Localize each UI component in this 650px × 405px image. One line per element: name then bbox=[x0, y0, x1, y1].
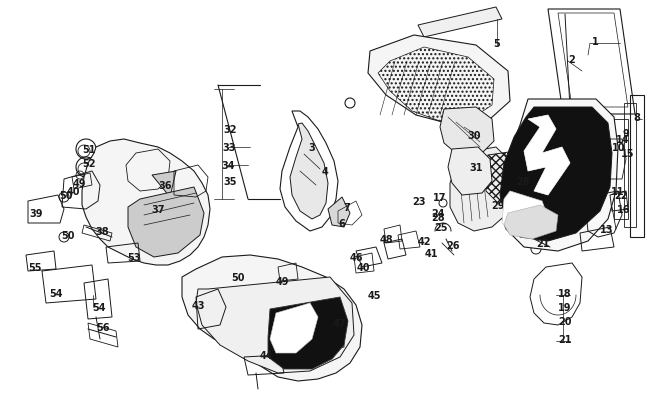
Text: 8: 8 bbox=[634, 113, 640, 123]
Text: 35: 35 bbox=[223, 177, 237, 187]
Text: 6: 6 bbox=[339, 218, 345, 228]
Text: 19: 19 bbox=[558, 302, 572, 312]
Text: 16: 16 bbox=[618, 205, 630, 215]
Text: 44: 44 bbox=[259, 350, 273, 360]
Text: 18: 18 bbox=[558, 288, 572, 298]
Text: 27: 27 bbox=[525, 228, 538, 239]
Text: 21: 21 bbox=[536, 239, 550, 248]
Text: 10: 10 bbox=[612, 143, 626, 153]
Text: 24: 24 bbox=[431, 209, 445, 218]
Text: 26: 26 bbox=[447, 241, 460, 250]
Text: 51: 51 bbox=[83, 145, 96, 155]
Text: 49: 49 bbox=[275, 276, 289, 286]
Text: 28: 28 bbox=[431, 213, 445, 222]
Polygon shape bbox=[440, 108, 494, 156]
Polygon shape bbox=[328, 198, 350, 228]
Text: 47: 47 bbox=[332, 318, 346, 328]
Text: 46: 46 bbox=[349, 252, 363, 262]
Text: 1: 1 bbox=[592, 37, 599, 47]
Text: 38: 38 bbox=[270, 342, 284, 352]
Text: 40: 40 bbox=[66, 187, 80, 196]
Text: 43: 43 bbox=[191, 300, 205, 310]
Text: 37: 37 bbox=[151, 205, 164, 215]
Text: 23: 23 bbox=[412, 196, 426, 207]
Polygon shape bbox=[524, 116, 570, 196]
Polygon shape bbox=[368, 36, 510, 126]
Text: 42: 42 bbox=[417, 237, 431, 246]
Text: 17: 17 bbox=[434, 192, 447, 202]
Text: 48: 48 bbox=[379, 234, 393, 244]
Text: 50: 50 bbox=[231, 272, 245, 282]
Text: 22: 22 bbox=[614, 190, 628, 200]
Polygon shape bbox=[418, 8, 502, 38]
Polygon shape bbox=[500, 108, 612, 241]
Text: 7: 7 bbox=[344, 202, 350, 213]
Text: 29: 29 bbox=[491, 200, 505, 211]
Text: 52: 52 bbox=[83, 159, 96, 168]
Text: 50: 50 bbox=[61, 230, 75, 241]
Polygon shape bbox=[82, 140, 210, 265]
Text: 30: 30 bbox=[467, 131, 481, 141]
Text: 3: 3 bbox=[309, 143, 315, 153]
Polygon shape bbox=[498, 100, 618, 252]
Polygon shape bbox=[290, 124, 328, 220]
Polygon shape bbox=[502, 192, 548, 233]
Text: 53: 53 bbox=[127, 252, 141, 262]
Text: 49: 49 bbox=[72, 179, 86, 189]
Polygon shape bbox=[152, 172, 176, 198]
Text: 20: 20 bbox=[558, 316, 572, 326]
Text: 56: 56 bbox=[96, 322, 110, 332]
Text: 40: 40 bbox=[356, 262, 370, 272]
Polygon shape bbox=[128, 188, 204, 257]
Text: 36: 36 bbox=[158, 181, 172, 190]
Text: 50: 50 bbox=[59, 190, 73, 200]
Text: 41: 41 bbox=[424, 248, 437, 258]
Text: 2: 2 bbox=[569, 55, 575, 65]
Text: 21: 21 bbox=[558, 334, 572, 344]
Text: 54: 54 bbox=[92, 302, 106, 312]
Text: 25: 25 bbox=[434, 222, 448, 232]
Text: 9: 9 bbox=[623, 129, 629, 139]
Text: 14: 14 bbox=[616, 135, 630, 145]
Polygon shape bbox=[450, 148, 514, 231]
Polygon shape bbox=[270, 303, 318, 353]
Text: 13: 13 bbox=[600, 224, 614, 234]
Text: 5: 5 bbox=[493, 39, 501, 49]
Text: 31: 31 bbox=[469, 162, 483, 173]
Text: 54: 54 bbox=[49, 288, 63, 298]
Text: 11: 11 bbox=[611, 187, 625, 196]
Polygon shape bbox=[182, 256, 362, 381]
Text: 32: 32 bbox=[223, 125, 237, 135]
Text: 33: 33 bbox=[222, 143, 236, 153]
Polygon shape bbox=[448, 148, 492, 196]
Text: 38: 38 bbox=[95, 226, 109, 237]
Text: 45: 45 bbox=[367, 290, 381, 300]
Text: 39: 39 bbox=[29, 209, 43, 218]
Polygon shape bbox=[196, 277, 354, 373]
Text: 55: 55 bbox=[28, 262, 42, 272]
Text: 4: 4 bbox=[322, 166, 328, 177]
Polygon shape bbox=[268, 297, 348, 369]
Polygon shape bbox=[504, 205, 558, 239]
Text: 34: 34 bbox=[221, 161, 235, 171]
Text: 28: 28 bbox=[516, 177, 530, 187]
Text: 15: 15 bbox=[621, 149, 635, 159]
Text: 12: 12 bbox=[536, 215, 550, 224]
